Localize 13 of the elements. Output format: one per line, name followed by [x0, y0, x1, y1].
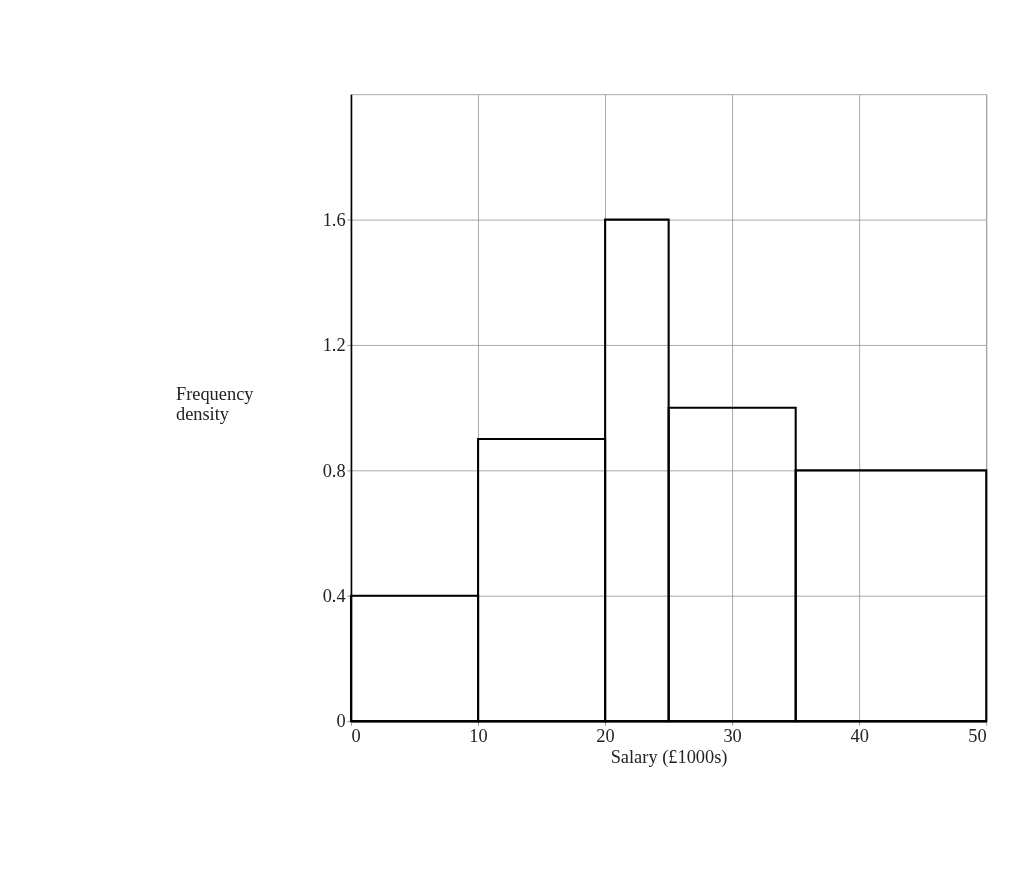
y-tick-label: 0: [336, 711, 346, 732]
x-tick-label: 50: [968, 725, 987, 746]
x-tick-label: 20: [596, 725, 615, 746]
x-tick-label: 0: [351, 725, 361, 746]
y-tick-label: 0.4: [322, 586, 346, 607]
x-axis-title: Salary (£1000s): [610, 746, 728, 768]
y-tick-label: 1.6: [322, 209, 346, 230]
y-tick-label: 0.8: [322, 460, 346, 481]
y-tick-label: 1.2: [322, 335, 346, 356]
x-tick-label: 10: [469, 725, 488, 746]
y-axis-title: Frequency density: [175, 383, 255, 424]
x-tick-label: 30: [723, 725, 742, 746]
x-tick-label: 40: [850, 725, 869, 746]
